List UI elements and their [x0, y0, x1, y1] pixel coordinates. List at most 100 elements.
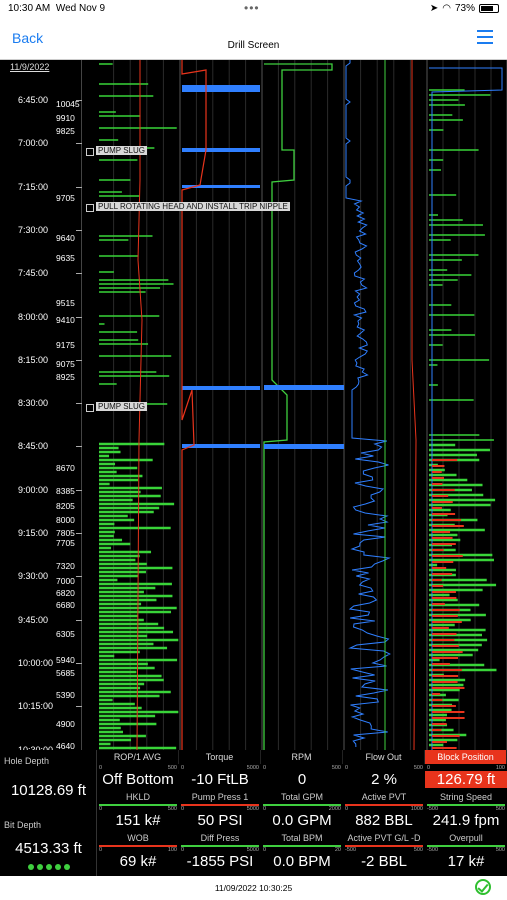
- readout-value: 17 k#: [447, 853, 485, 870]
- scale-min: 0: [263, 806, 267, 812]
- readout-value: 2 %: [371, 771, 397, 788]
- readout-bar: [181, 804, 259, 806]
- hole-depth-label: Hole Depth: [4, 756, 50, 766]
- readout-r3-3[interactable]: -500 500 -2 BBL: [343, 847, 425, 887]
- depth-label: 7000: [56, 576, 75, 586]
- readout-value: 0: [297, 771, 307, 788]
- readout-value: Off Bottom: [102, 771, 174, 788]
- readout-r2-3[interactable]: 0 1000 882 BBL Active PVT G/L -D: [343, 806, 425, 847]
- readout-r3-0[interactable]: 0 100 69 k#: [97, 847, 179, 887]
- depth-label: 4900: [56, 719, 75, 729]
- readout-r2-2[interactable]: 0 2000 0.0 GPM Total BPM: [261, 806, 343, 847]
- readout-r1-3[interactable]: 0 500 2 % Active PVT: [343, 765, 425, 806]
- time-label: 7:30:00: [18, 224, 49, 235]
- rpm-band: [264, 385, 344, 390]
- string-speed-trace: [429, 67, 503, 750]
- readout-scale: 0 2000: [261, 806, 343, 812]
- channel-block-position[interactable]: Block Position: [425, 750, 507, 764]
- time-tick: [76, 576, 82, 578]
- readout-scale: 0 1000: [343, 806, 425, 812]
- time-label: 9:45:00: [18, 614, 49, 625]
- readout-bar: [345, 845, 423, 847]
- drill-chart-area[interactable]: PUMP SLUG PULL ROTATING HEAD AND INSTALL …: [82, 60, 507, 750]
- readout-label: Overpull: [449, 833, 483, 843]
- time-tick: [76, 100, 82, 101]
- readout-r1-1[interactable]: 0 5000 -10 FtLB Pump Press 1: [179, 765, 261, 806]
- readout-label: Pump Press 1: [191, 792, 249, 802]
- readout-r3-4[interactable]: -500 500 17 k#: [425, 847, 507, 887]
- annotation-marker[interactable]: [86, 204, 94, 212]
- readout-scale: -500 500: [425, 847, 507, 853]
- axis-date: 11/9/2022: [10, 62, 50, 72]
- multitask-dots-icon[interactable]: •••: [244, 1, 260, 15]
- time-label: 10:00:00: [18, 657, 54, 668]
- depth-label: 9635: [56, 253, 75, 263]
- depth-label: 5940: [56, 655, 75, 665]
- scale-max: 500: [413, 847, 423, 853]
- readout-r2-0[interactable]: 0 500 151 k# WOB: [97, 806, 179, 847]
- scale-min: -500: [345, 847, 357, 853]
- readout-r3-2[interactable]: 0 20 0.0 BPM: [261, 847, 343, 887]
- annotation-marker[interactable]: [86, 404, 94, 412]
- scale-min: 0: [427, 765, 431, 771]
- status-right: ➤ ◠ 73%: [430, 3, 499, 14]
- depth-label: 8000: [56, 515, 75, 525]
- channel-rop-1-avg[interactable]: ROP/1 AVG: [97, 750, 179, 764]
- annotation-label[interactable]: PUMP SLUG: [96, 402, 147, 411]
- readout-r1-2[interactable]: 0 500 0 Total GPM: [261, 765, 343, 806]
- time-tick: [76, 446, 82, 448]
- readout-r2-1[interactable]: 0 5000 50 PSI Diff Press: [179, 806, 261, 847]
- rpm-trace: [263, 63, 333, 750]
- readout-bar: [345, 804, 423, 806]
- depth-panel: Hole Depth 10128.69 ft Bit Depth 4513.33…: [0, 750, 97, 876]
- depth-label: 8925: [56, 372, 75, 382]
- readout-label: String Speed: [439, 792, 493, 802]
- time-tick: [76, 186, 82, 188]
- rop-avg-trace: [136, 60, 143, 750]
- time-tick: [76, 489, 82, 491]
- readout-scale: 0 500: [261, 765, 343, 771]
- scale-max: 20: [334, 847, 341, 853]
- readout-r2-4[interactable]: -500 500 241.9 fpm Overpull: [425, 806, 507, 847]
- channel-torque[interactable]: Torque: [179, 750, 261, 764]
- torque-trace: [182, 444, 260, 448]
- time-label: 8:00:00: [18, 311, 49, 322]
- readout-r3-1[interactable]: 0 5000 -1855 PSI: [179, 847, 261, 887]
- torque-trace: [182, 148, 260, 152]
- channel-header: ROP/1 AVG Torque RPM Flow Out Block Position: [97, 750, 507, 764]
- annotation-label[interactable]: PUMP SLUG: [96, 146, 147, 155]
- annotation-marker[interactable]: [86, 148, 94, 156]
- scale-max: 500: [495, 806, 505, 812]
- readout-value: 241.9 fpm: [432, 812, 500, 829]
- readout-label: Active PVT G/L -D: [347, 833, 421, 843]
- bit-depth-label: Bit Depth: [4, 820, 42, 830]
- status-ok-icon[interactable]: [475, 879, 491, 895]
- scale-max: 5000: [246, 806, 259, 812]
- time-tick: [76, 143, 82, 145]
- readout-r1-4[interactable]: 0 100 126.79 ft String Speed: [425, 765, 507, 806]
- annotation-label[interactable]: PULL ROTATING HEAD AND INSTALL TRIP NIPP…: [96, 202, 290, 211]
- readout-value: -2 BBL: [361, 853, 407, 870]
- time-label: 8:45:00: [18, 441, 49, 452]
- back-button[interactable]: Back: [12, 30, 44, 46]
- hole-depth-value: 10128.69 ft: [10, 782, 87, 799]
- scale-max: 500: [167, 765, 177, 771]
- channel-flow-out[interactable]: Flow Out: [343, 750, 425, 764]
- channel-rpm[interactable]: RPM: [261, 750, 343, 764]
- footer-bar: 11/09/2022 10:30:25: [0, 876, 507, 900]
- torque-trace: [182, 386, 260, 390]
- timestamp: 11/09/2022 10:30:25: [214, 883, 293, 893]
- time-label: 9:30:00: [18, 571, 49, 582]
- readout-label: Active PVT: [361, 792, 407, 802]
- readout-r1-0[interactable]: 0 500 Off Bottom HKLD: [97, 765, 179, 806]
- page-indicator[interactable]: [28, 864, 70, 870]
- scale-max: 500: [331, 765, 341, 771]
- readout-scale: -500 500: [425, 806, 507, 812]
- hamburger-menu-icon[interactable]: [477, 30, 493, 46]
- flow-out-trace: [345, 60, 391, 748]
- time-depth-axis[interactable]: 11/9/2022 6:45:00 7:00:00 7:15:00 7:30:00 7:…: [0, 60, 82, 755]
- time-label: 8:30:00: [18, 398, 49, 409]
- time-label: 7:15:00: [18, 181, 49, 192]
- time-tick: [76, 229, 82, 231]
- scale-max: 5000: [246, 765, 259, 771]
